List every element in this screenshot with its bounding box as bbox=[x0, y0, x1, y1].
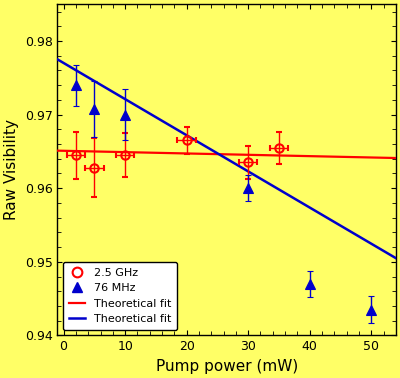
X-axis label: Pump power (mW): Pump power (mW) bbox=[156, 359, 298, 374]
Legend: 2.5 GHz, 76 MHz, Theoretical fit, Theoretical fit: 2.5 GHz, 76 MHz, Theoretical fit, Theore… bbox=[63, 262, 177, 330]
Y-axis label: Raw Visibility: Raw Visibility bbox=[4, 119, 19, 220]
